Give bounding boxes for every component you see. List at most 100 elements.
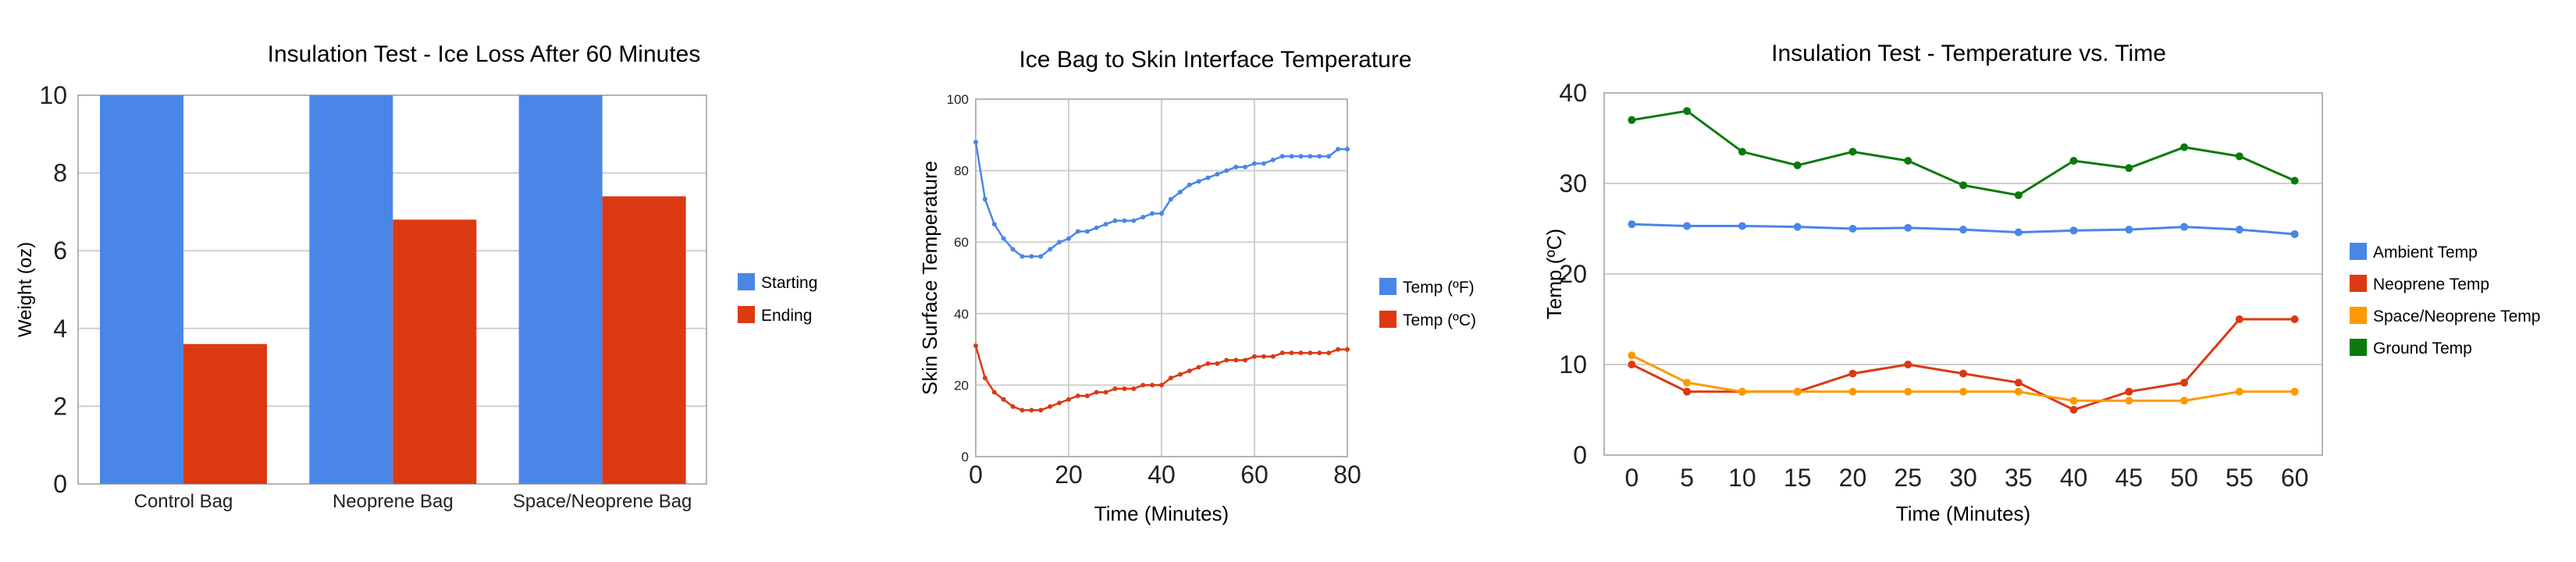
data-point <box>1848 387 1857 396</box>
y-tick-label: 10 <box>1559 350 1587 379</box>
data-point <box>1168 375 1173 381</box>
x-axis-label: Time (Minutes) <box>1896 502 2030 525</box>
data-point <box>1187 368 1192 374</box>
data-point <box>2290 387 2299 396</box>
data-point <box>2290 229 2299 238</box>
data-point <box>1793 222 1802 231</box>
x-tick-label: 45 <box>2115 464 2144 492</box>
x-tick-label: 20 <box>1839 464 1867 492</box>
data-point <box>1057 400 1062 406</box>
data-point <box>1959 387 1967 396</box>
data-point <box>1103 222 1108 227</box>
legend-swatch <box>1379 311 1397 328</box>
x-tick-label: 30 <box>1949 464 1977 492</box>
x-tick-label: 20 <box>1055 461 1083 489</box>
data-point <box>1019 407 1025 413</box>
data-point <box>1336 147 1341 152</box>
data-point <box>1345 147 1350 152</box>
data-point <box>1168 197 1173 202</box>
data-point <box>1848 369 1857 378</box>
data-point <box>1738 148 1746 156</box>
legend-label: Ending <box>761 307 812 325</box>
data-point <box>1326 350 1332 356</box>
data-point <box>1959 226 1967 234</box>
y-tick-label: 30 <box>1559 169 1587 197</box>
data-point <box>1298 154 1304 159</box>
legend-label: Temp (ºC) <box>1403 311 1476 329</box>
data-point <box>1103 389 1108 395</box>
y-tick-label: 40 <box>1559 79 1587 107</box>
data-point <box>1289 154 1294 159</box>
data-point <box>2014 379 2023 387</box>
data-point <box>2014 191 2023 200</box>
data-point <box>1131 218 1137 223</box>
bar-ending <box>183 343 267 484</box>
data-point <box>1122 386 1127 391</box>
data-point <box>1683 387 1692 396</box>
data-point <box>2069 406 2078 414</box>
data-point <box>2235 226 2243 234</box>
data-point <box>1261 161 1266 166</box>
data-point <box>1904 223 1912 232</box>
data-point <box>1084 229 1090 234</box>
x-tick-label: 55 <box>2226 464 2254 492</box>
legend-swatch <box>2350 339 2367 356</box>
data-point <box>1187 182 1192 187</box>
x-tick-label: 50 <box>2170 464 2198 492</box>
legend-label: Space/Neoprene Temp <box>2373 308 2540 325</box>
data-point <box>1848 225 1857 233</box>
x-tick-label: 60 <box>1240 461 1268 489</box>
x-tick-label: 0 <box>969 461 983 489</box>
x-tick-label: 25 <box>1894 464 1922 492</box>
data-point <box>991 222 997 227</box>
data-point <box>2014 228 2023 237</box>
y-tick-label: 20 <box>1559 260 1587 288</box>
data-point <box>2180 379 2189 387</box>
y-tick-label: 0 <box>53 470 67 498</box>
data-point <box>1233 357 1239 363</box>
legend-swatch <box>1379 278 1397 295</box>
y-axis-label: Temp (ºC) <box>1542 229 1566 319</box>
data-point <box>1140 382 1146 388</box>
y-tick-label: 6 <box>53 237 67 265</box>
data-point <box>1177 190 1183 195</box>
data-point <box>2069 397 2078 405</box>
plot-frame <box>1603 92 2323 456</box>
data-point <box>1628 116 1636 124</box>
data-point <box>1019 254 1025 259</box>
y-tick-label: 4 <box>53 315 67 343</box>
x-tick-label: 15 <box>1784 464 1812 492</box>
data-point <box>1112 218 1118 223</box>
data-point <box>1094 225 1099 230</box>
data-point <box>1131 386 1137 391</box>
data-point <box>2180 222 2189 231</box>
data-point <box>1793 161 1802 169</box>
data-point <box>1215 172 1220 177</box>
data-point <box>1904 157 1912 165</box>
data-point <box>1140 215 1146 220</box>
x-tick-label: 10 <box>1728 464 1756 492</box>
data-point <box>2290 315 2299 323</box>
data-point <box>1057 240 1062 245</box>
data-point <box>1084 393 1090 399</box>
temp-time-chart: Insulation Test - Temperature vs. Time 0 1… <box>1542 41 2540 525</box>
y-tick-label: 20 <box>954 378 969 393</box>
data-point <box>1038 254 1044 259</box>
data-point <box>991 389 997 395</box>
data-point <box>2014 387 2023 396</box>
data-point <box>1289 350 1294 356</box>
data-point <box>2069 226 2078 235</box>
data-point <box>1628 361 1636 368</box>
y-tick-label: 10 <box>39 81 67 109</box>
data-point <box>1261 354 1266 359</box>
data-point <box>1001 236 1006 241</box>
data-point <box>1196 179 1201 184</box>
data-point <box>2235 152 2243 161</box>
data-point <box>1029 254 1034 259</box>
data-point <box>1029 407 1034 413</box>
data-point <box>1205 361 1211 366</box>
data-point <box>1279 350 1285 356</box>
data-point <box>1270 157 1276 162</box>
data-point <box>1848 148 1857 156</box>
data-point <box>2125 397 2133 405</box>
